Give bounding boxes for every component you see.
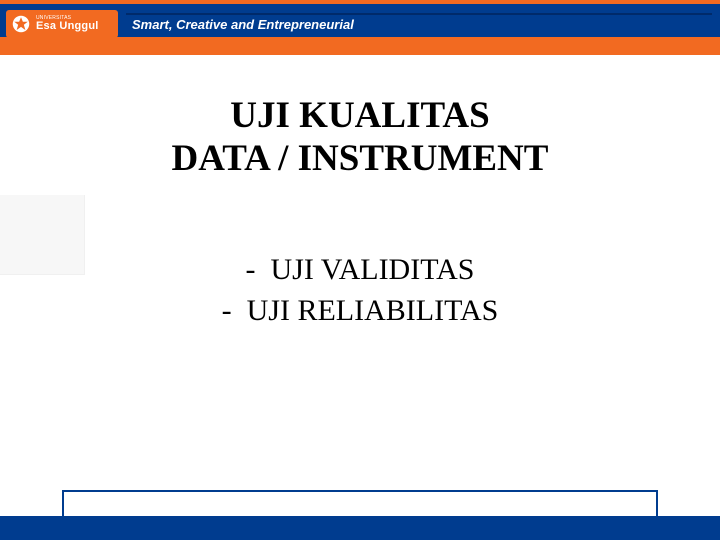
bullet-list: - UJI VALIDITAS - UJI RELIABILITAS (0, 250, 720, 331)
logo-name: Esa Unggul (36, 21, 99, 32)
star-icon (12, 15, 30, 33)
header-blue-bar: UNIVERSITAS Esa Unggul Smart, Creative a… (0, 4, 720, 37)
university-logo: UNIVERSITAS Esa Unggul (6, 10, 118, 38)
list-item: - UJI RELIABILITAS (0, 291, 720, 332)
tagline: Smart, Creative and Entrepreneurial (132, 17, 354, 32)
logo-text: UNIVERSITAS Esa Unggul (36, 16, 99, 32)
header-orange-thick (0, 37, 720, 55)
list-item: - UJI VALIDITAS (0, 250, 720, 291)
header-rule (126, 13, 712, 15)
content-area: UJI KUALITAS DATA / INSTRUMENT - UJI VAL… (0, 55, 720, 470)
slide: UNIVERSITAS Esa Unggul Smart, Creative a… (0, 0, 720, 540)
footer-blue-bar (0, 516, 720, 540)
footer (0, 470, 720, 540)
slide-title: UJI KUALITAS DATA / INSTRUMENT (0, 95, 720, 180)
